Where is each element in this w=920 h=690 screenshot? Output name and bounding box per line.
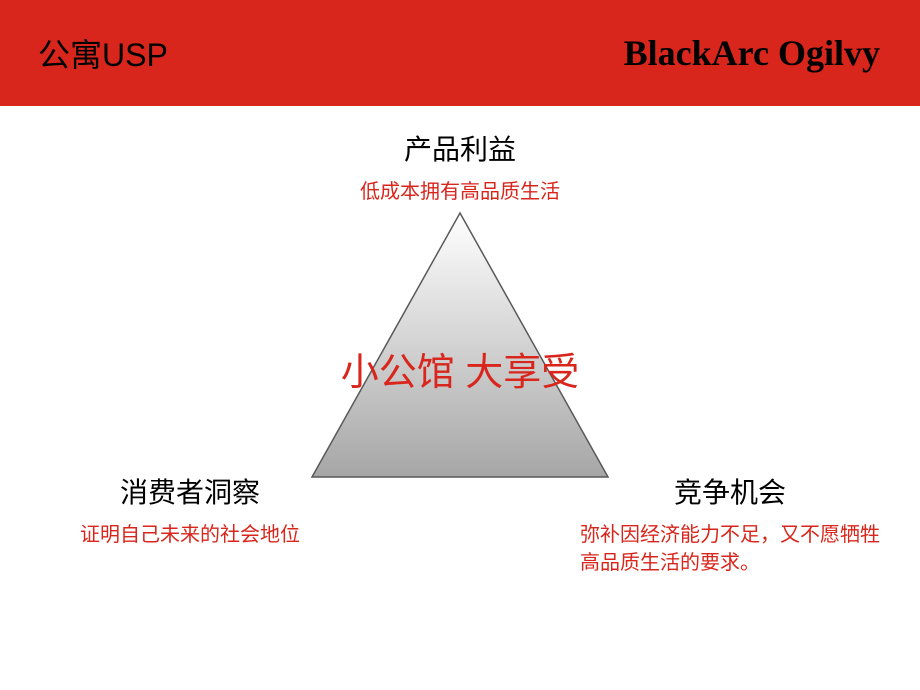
slide-header: 公寓USP BlackArc Ogilvy — [0, 0, 920, 106]
bottom-right-node: 竞争机会 弥补因经济能力不足，又不愿牺牲高品质生活的要求。 — [580, 471, 880, 577]
slide-content: 产品利益 低成本拥有高品质生活 小公馆 大享受 消费者洞察 证明自己未来的社会地… — [0, 106, 920, 690]
slide-title: 公寓USP — [38, 30, 168, 76]
brand-label: BlackArc Ogilvy — [624, 32, 880, 74]
center-slogan: 小公馆 大享受 — [341, 341, 580, 396]
bottom-right-title: 竞争机会 — [580, 471, 880, 511]
top-node-title: 产品利益 — [260, 128, 660, 168]
top-node: 产品利益 低成本拥有高品质生活 — [260, 128, 660, 206]
bottom-right-subtitle: 弥补因经济能力不足，又不愿牺牲高品质生活的要求。 — [580, 521, 880, 577]
bottom-left-node: 消费者洞察 证明自己未来的社会地位 — [50, 471, 330, 549]
bottom-left-subtitle: 证明自己未来的社会地位 — [50, 521, 330, 549]
bottom-left-title: 消费者洞察 — [50, 471, 330, 511]
top-node-subtitle: 低成本拥有高品质生活 — [260, 178, 660, 206]
